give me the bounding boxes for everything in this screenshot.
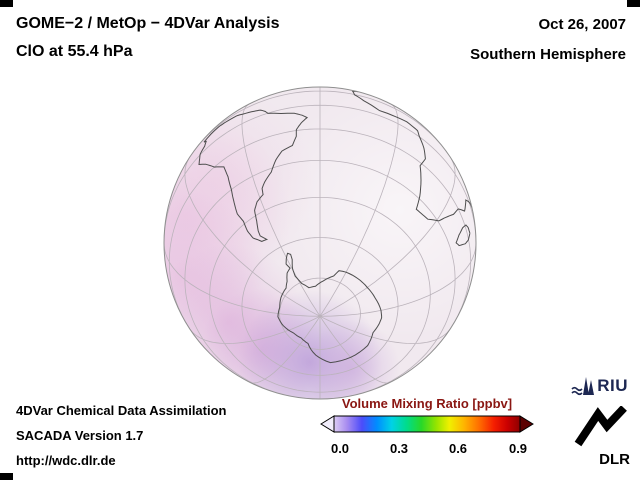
- version-label: SACADA Version 1.7: [16, 428, 144, 443]
- hemisphere-label: Southern Hemisphere: [470, 46, 626, 63]
- colorbar-underflow-arrow: [320, 415, 335, 433]
- date-label: Oct 26, 2007: [538, 16, 626, 33]
- tick-label: 0.3: [389, 441, 409, 456]
- header-right: Oct 26, 2007 Southern Hemisphere: [470, 10, 626, 70]
- colorbar-scale: [320, 415, 534, 433]
- colorbar: Volume Mixing Ratio [ppbv] 0.0 0.3 0.6 0…: [319, 396, 535, 458]
- riu-logo-text: RIU: [597, 376, 628, 395]
- header-left: GOME−2 / MetOp − 4DVar Analysis ClO at 5…: [16, 10, 280, 66]
- corner-mark-bottom-left: [0, 473, 13, 480]
- tick-label: 0.6: [448, 441, 468, 456]
- dlr-bird-icon: [574, 405, 627, 447]
- colorbar-gradient-bar: [333, 415, 521, 433]
- assimilation-label: 4DVar Chemical Data Assimilation: [16, 403, 227, 418]
- footer: 4DVar Chemical Data Assimilation SACADA …: [16, 398, 227, 473]
- species-pressure-label: ClO at 55.4 hPa: [16, 43, 133, 60]
- corner-mark-top-left: [0, 0, 13, 7]
- globe-map: [160, 85, 480, 405]
- corner-mark-top-right: [627, 0, 640, 7]
- wdc-url: http://wdc.dlr.de: [16, 453, 116, 468]
- colorbar-title: Volume Mixing Ratio [ppbv]: [341, 396, 513, 411]
- colorbar-ticks: 0.0 0.3 0.6 0.9: [319, 441, 535, 458]
- riu-logo: RIU: [571, 376, 628, 396]
- dlr-logo: DLR: [558, 405, 630, 468]
- tick-label: 0.0: [330, 441, 350, 456]
- colorbar-overflow-arrow: [519, 415, 534, 433]
- analysis-title: GOME−2 / MetOp − 4DVar Analysis: [16, 15, 280, 32]
- dlr-logo-text: DLR: [599, 451, 630, 468]
- tick-label: 0.9: [508, 441, 528, 456]
- riu-cathedral-icon: [571, 377, 595, 396]
